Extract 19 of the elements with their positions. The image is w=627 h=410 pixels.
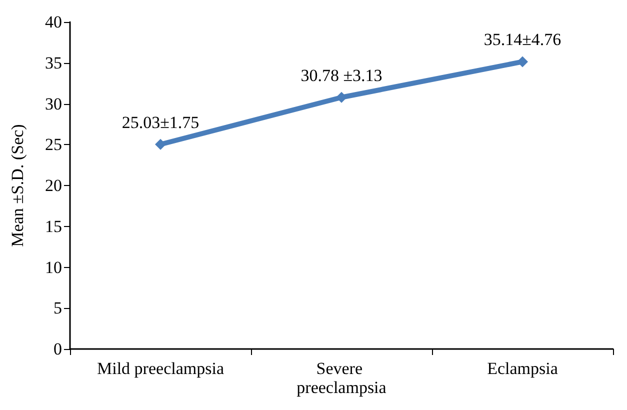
y-tick-label: 0 xyxy=(54,340,62,358)
y-tick-label: 35 xyxy=(45,53,62,72)
y-tick-label: 5 xyxy=(54,298,62,318)
x-tick-label: Eclampsia xyxy=(487,359,558,378)
y-tick-label: 20 xyxy=(45,176,62,195)
data-label: 35.14±4.76 xyxy=(484,30,562,50)
data-label: 30.78 ±3.13 xyxy=(300,66,382,85)
point xyxy=(155,138,166,150)
data-label: 25.03±1.75 xyxy=(122,112,200,132)
y-tick-label: 30 xyxy=(45,94,62,114)
y-tick-label: 25 xyxy=(45,135,62,154)
x-tick-label: Mild preeclampsia xyxy=(97,359,224,378)
point xyxy=(336,92,347,103)
x-tick-label: Severe preeclampsia xyxy=(296,359,387,397)
y-axis-title: Mean ±S.D. (Sec) xyxy=(8,124,27,247)
y-tick-label: 40 xyxy=(45,12,62,32)
y-tick-label: 10 xyxy=(45,258,62,277)
y-tick-label: 15 xyxy=(45,216,62,236)
point xyxy=(517,56,528,68)
